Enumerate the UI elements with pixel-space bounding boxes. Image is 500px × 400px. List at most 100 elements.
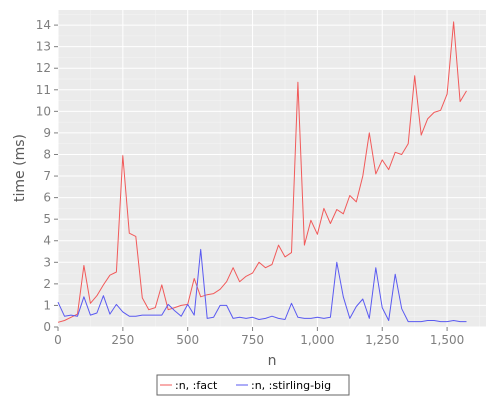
y-axis-title: time (ms)	[12, 134, 28, 202]
data-point	[141, 314, 144, 317]
y-tick-label: 12	[36, 61, 51, 75]
series-line-n-fact	[57, 21, 467, 323]
data-point	[193, 314, 196, 317]
data-point	[121, 154, 124, 157]
data-point	[225, 304, 228, 307]
data-point	[160, 283, 163, 286]
data-point	[199, 248, 202, 251]
data-point	[147, 314, 150, 317]
data-point	[69, 314, 72, 317]
data-point	[258, 261, 261, 264]
data-point	[290, 302, 293, 305]
data-point	[147, 308, 150, 311]
data-point	[283, 255, 286, 258]
data-point	[89, 314, 92, 317]
data-point	[82, 295, 85, 298]
data-point	[128, 315, 131, 318]
y-tick-label: 13	[36, 40, 51, 54]
data-point	[413, 74, 416, 77]
data-point	[258, 318, 261, 321]
data-point	[420, 134, 423, 137]
data-point	[251, 272, 254, 275]
data-point	[290, 251, 293, 254]
legend-label-fact: :n, :fact	[175, 379, 218, 392]
data-point	[465, 320, 468, 323]
data-point	[57, 301, 60, 304]
data-point	[335, 261, 338, 264]
y-tick-label: 7	[43, 169, 51, 183]
data-point	[446, 93, 449, 96]
x-tick-label: 750	[241, 333, 264, 347]
legend-box	[156, 374, 350, 396]
series-line-n-stirling-big	[57, 248, 467, 323]
x-tick-label: 1,250	[365, 333, 399, 347]
data-point	[348, 317, 351, 320]
data-point	[82, 264, 85, 267]
x-tick-label: 1,000	[300, 333, 334, 347]
data-point	[296, 316, 299, 319]
data-point	[446, 320, 449, 323]
data-point	[439, 109, 442, 112]
y-tick-label: 6	[43, 191, 51, 205]
data-point	[329, 222, 332, 225]
data-point	[400, 307, 403, 310]
y-tick-label: 3	[43, 255, 51, 269]
data-point	[102, 283, 105, 286]
data-point	[439, 320, 442, 323]
data-point	[407, 320, 410, 323]
x-axis-title: n	[268, 353, 277, 369]
data-point	[186, 303, 189, 306]
data-point	[316, 233, 319, 236]
data-point	[245, 275, 248, 278]
data-point	[180, 315, 183, 318]
data-point	[452, 319, 455, 322]
data-point	[342, 295, 345, 298]
data-point	[329, 316, 332, 319]
data-point	[128, 232, 131, 235]
data-point	[322, 207, 325, 210]
data-point	[63, 319, 66, 322]
data-point	[108, 274, 111, 277]
data-point	[225, 280, 228, 283]
data-point	[199, 295, 202, 298]
data-point	[413, 320, 416, 323]
data-point	[296, 81, 299, 84]
data-point	[387, 168, 390, 171]
data-point	[154, 306, 157, 309]
data-point	[309, 317, 312, 320]
data-point	[238, 316, 241, 319]
x-tick-label: 500	[176, 333, 199, 347]
data-point	[355, 305, 358, 308]
data-point	[212, 316, 215, 319]
data-point	[95, 311, 98, 314]
data-point	[115, 303, 118, 306]
data-point	[95, 294, 98, 297]
data-point	[173, 306, 176, 309]
gridlines	[57, 10, 486, 328]
data-point	[89, 302, 92, 305]
data-point	[433, 319, 436, 322]
data-point	[316, 316, 319, 319]
y-tick-label: 10	[36, 104, 51, 118]
data-point	[154, 314, 157, 317]
data-point	[303, 244, 306, 247]
y-tick-label: 11	[36, 83, 51, 97]
data-point	[206, 317, 209, 320]
data-point	[426, 117, 429, 120]
y-tick-label: 14	[36, 18, 51, 32]
legend: :n, :fact :n, :stirling-big	[156, 374, 350, 396]
legend-label-stirling-big: :n, :stirling-big	[251, 379, 331, 392]
data-point	[459, 320, 462, 323]
data-point	[108, 313, 111, 316]
data-point	[63, 315, 66, 318]
x-tick-label: 0	[54, 333, 62, 347]
data-point	[167, 308, 170, 311]
data-point	[134, 235, 137, 238]
data-point	[303, 317, 306, 320]
data-point	[277, 317, 280, 320]
data-point	[212, 292, 215, 295]
data-point	[219, 288, 222, 291]
x-tick-label: 1,500	[430, 333, 464, 347]
data-point	[271, 263, 274, 266]
